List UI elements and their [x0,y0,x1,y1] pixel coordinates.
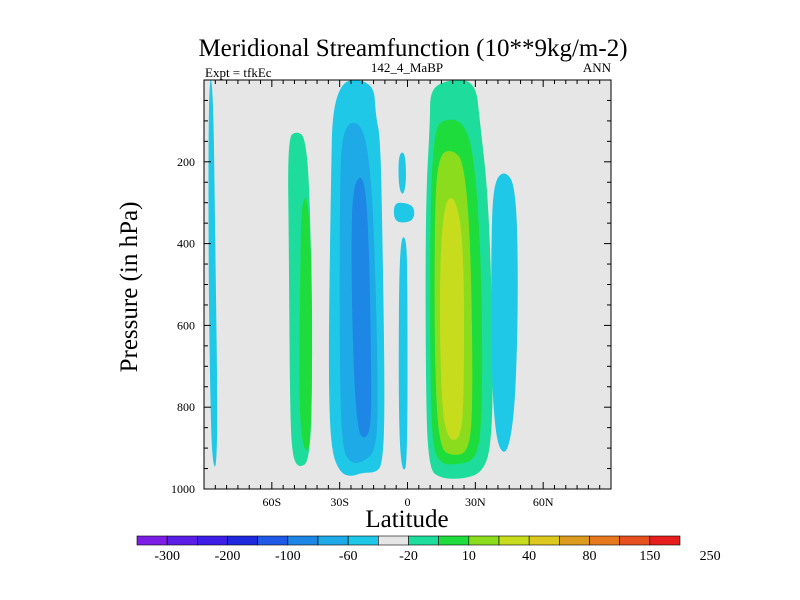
y-tick-label: 400 [177,237,195,251]
tick-marks [204,80,611,489]
x-tick-label: 60S [262,495,281,509]
colorbar-label: 250 [700,549,721,564]
colorbar-label: 80 [583,549,597,564]
y-tick-label: 1000 [171,482,195,496]
contour-region-6 [398,152,406,194]
colorbar [136,535,681,546]
colorbar-label: 150 [639,549,660,564]
y-axis-label: Pressure (in hPa) [116,202,143,373]
colorbar-swatch [589,535,620,546]
colorbar-swatch [317,535,349,546]
colorbar-swatch [498,535,530,546]
y-tick-labels: 200 400 600 800 1000 [171,155,195,496]
x-tick-labels: 60S 30S 0 30N 60N [262,495,553,509]
colorbar-swatch [257,535,289,546]
colorbar-swatch [378,535,409,546]
x-tick-label: 30N [465,495,486,509]
colorbar-labels: -300 -200 -100 -60 -20 10 40 80 150 250 [154,549,720,564]
y-tick-label: 600 [177,318,195,332]
contour-region-0 [208,80,218,467]
contour-region-2 [299,198,313,451]
colorbar-swatch [619,535,651,546]
x-tick-label: 30S [330,495,349,509]
colorbar-swatch [197,535,228,546]
contour-region-8 [398,237,408,470]
colorbar-label: 40 [522,549,536,564]
colorbar-swatch [136,535,168,546]
contour-region-5 [351,177,372,438]
y-tick-label: 800 [177,400,195,414]
colorbar-swatch [227,535,258,546]
colorbar-swatch [347,535,379,546]
colorbar-swatch [559,535,590,546]
colorbar-swatch [468,535,500,546]
colorbar-swatch [166,535,198,546]
colorbar-swatch [287,535,319,546]
colorbar-label: -100 [275,549,301,564]
y-tick-label: 200 [177,155,195,169]
colorbar-swatch [438,535,470,546]
experiment-label: Expt = tfkEc [205,65,272,80]
colorbar-swatch [408,535,439,546]
colorbar-label: -20 [399,549,418,564]
colorbar-swatch [649,535,681,546]
contour-region-12 [439,198,464,440]
x-tick-label: 60N [533,495,554,509]
contour-region-7 [393,202,415,223]
colorbar-swatch [528,535,560,546]
case-label: 142_4_MaBP [371,60,443,75]
x-axis-label: Latitude [365,506,448,533]
contour-fill-layer [208,80,518,479]
season-label: ANN [583,60,612,75]
colorbar-label: -300 [154,549,180,564]
contour-region-13 [491,173,518,452]
colorbar-label: -60 [339,549,358,564]
plot-background [204,80,611,489]
chart-title: Meridional Streamfunction (10**9kg/m-2) [198,35,627,62]
colorbar-label: 10 [462,549,476,564]
x-tick-label: 0 [405,495,411,509]
colorbar-label: -200 [215,549,241,564]
